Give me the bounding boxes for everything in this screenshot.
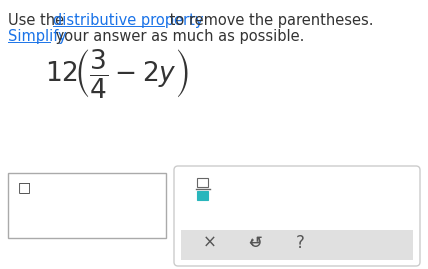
- Text: to remove the parentheses.: to remove the parentheses.: [165, 13, 374, 28]
- Bar: [197, 191, 208, 200]
- Text: ↵: ↵: [248, 234, 262, 252]
- Text: ↺: ↺: [248, 234, 262, 252]
- Text: $12\!\left(\dfrac{3}{4}-2y\right)$: $12\!\left(\dfrac{3}{4}-2y\right)$: [45, 47, 189, 100]
- Text: distributive property: distributive property: [53, 13, 203, 28]
- Bar: [197, 178, 208, 187]
- Text: your answer as much as possible.: your answer as much as possible.: [51, 29, 304, 44]
- FancyBboxPatch shape: [174, 166, 420, 266]
- Text: Use the: Use the: [8, 13, 69, 28]
- Bar: [181, 230, 413, 260]
- Text: ×: ×: [203, 234, 217, 252]
- Text: □: □: [18, 180, 31, 194]
- Text: Simplify: Simplify: [8, 29, 67, 44]
- FancyBboxPatch shape: [8, 173, 166, 238]
- Text: ?: ?: [296, 234, 304, 252]
